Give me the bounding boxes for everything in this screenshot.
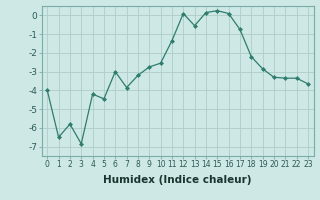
X-axis label: Humidex (Indice chaleur): Humidex (Indice chaleur) — [103, 175, 252, 185]
